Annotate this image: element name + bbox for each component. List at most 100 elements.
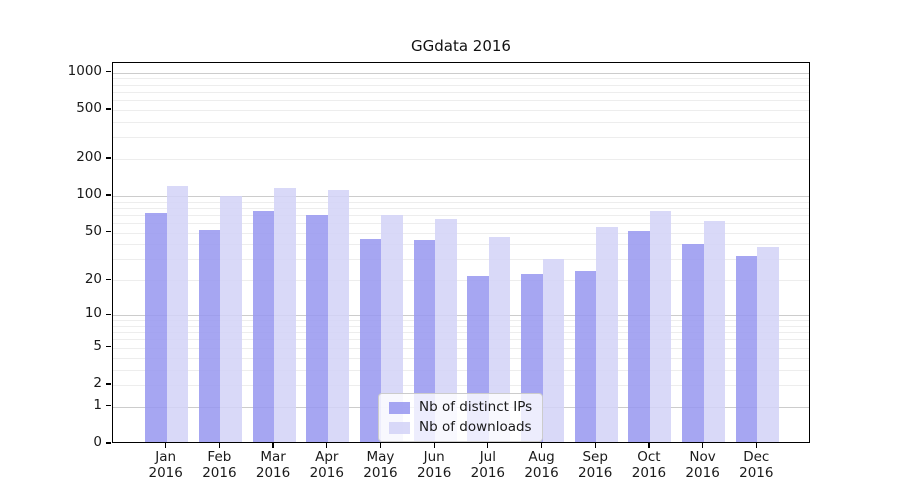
y-tick-label: 50	[84, 223, 102, 240]
bar-nb-of-downloads-jun	[435, 219, 457, 442]
x-tick-label: Dec 2016	[739, 449, 774, 481]
x-tick-label: Apr 2016	[309, 449, 344, 481]
x-tick-mark	[272, 443, 274, 448]
legend-swatch	[389, 401, 410, 414]
y-tick-label: 1	[93, 397, 102, 414]
x-tick-mark	[165, 443, 167, 448]
y-tick-mark	[106, 278, 111, 280]
bar-nb-of-downloads-feb	[220, 196, 242, 442]
gridline-minor	[113, 347, 809, 349]
y-tick-label: 100	[76, 186, 102, 203]
gridline-minor	[113, 357, 809, 359]
gridline-minor	[113, 121, 809, 123]
x-tick-label: May 2016	[363, 449, 398, 481]
gridline-minor	[113, 384, 809, 386]
bar-nb-of-distinct-ips-feb	[198, 229, 221, 442]
y-tick-mark	[106, 157, 111, 159]
plot-area: Nb of distinct IPs Nb of downloads	[112, 62, 810, 443]
bar-nb-of-downloads-may	[381, 215, 403, 442]
gridline-major	[113, 72, 809, 74]
x-tick-mark	[702, 443, 704, 448]
x-tick-mark	[487, 443, 489, 448]
bar-nb-of-distinct-ips-oct	[628, 230, 650, 442]
x-tick-mark	[594, 443, 596, 448]
gridline-minor	[113, 201, 809, 203]
gridline-minor	[113, 159, 809, 161]
gridline-minor	[113, 259, 809, 261]
x-tick-mark	[218, 443, 220, 448]
x-tick-label: Mar 2016	[255, 449, 291, 481]
gridline-minor	[113, 339, 809, 341]
x-tick-label: Feb 2016	[202, 449, 237, 481]
gridline-minor	[113, 244, 809, 246]
x-tick-label: Oct 2016	[631, 449, 667, 481]
y-tick-label: 5	[93, 338, 102, 355]
legend-label: Nb of distinct IPs	[419, 399, 533, 415]
y-tick-label: 500	[76, 100, 102, 117]
bar-nb-of-downloads-apr	[327, 190, 350, 442]
x-tick-mark	[648, 443, 650, 448]
x-tick-label: Jul 2016	[470, 449, 506, 481]
gridline-major	[113, 196, 809, 198]
y-tick-mark	[106, 442, 111, 444]
y-tick-mark	[106, 405, 111, 407]
gridline-minor	[113, 100, 809, 102]
gridline-minor	[113, 137, 809, 139]
bar-nb-of-downloads-jul	[488, 237, 511, 442]
gridline-minor	[113, 325, 809, 327]
gridline-major	[113, 315, 809, 317]
x-tick-mark	[755, 443, 757, 448]
bar-nb-of-downloads-nov	[703, 221, 726, 442]
gridline-minor	[113, 91, 809, 93]
bar-nb-of-downloads-dec	[757, 246, 779, 442]
x-tick-label: Aug 2016	[524, 449, 559, 481]
gridline-minor	[113, 232, 809, 234]
y-tick-label: 200	[76, 149, 102, 166]
bar-nb-of-downloads-oct	[649, 210, 672, 442]
bar-nb-of-distinct-ips-apr	[306, 215, 328, 442]
gridline-minor	[113, 207, 809, 209]
gridline-minor	[113, 214, 809, 216]
x-tick-mark	[433, 443, 435, 448]
gridline-minor	[113, 223, 809, 225]
y-tick-mark	[106, 231, 111, 233]
y-tick-label: 0	[93, 434, 102, 451]
gridline-minor	[113, 369, 809, 371]
x-tick-label: Jun 2016	[416, 449, 452, 481]
gridline-minor	[113, 109, 809, 111]
bar-nb-of-distinct-ips-dec	[735, 255, 758, 442]
bar-nb-of-distinct-ips-sep	[574, 271, 597, 442]
x-tick-label: Sep 2016	[578, 449, 613, 481]
bar-nb-of-distinct-ips-mar	[252, 210, 275, 442]
x-tick-mark	[379, 443, 382, 448]
bar-nb-of-downloads-jan	[166, 185, 189, 442]
gridline-minor	[113, 280, 809, 282]
gridline-minor	[113, 332, 809, 334]
bar-nb-of-distinct-ips-jan	[145, 212, 167, 442]
x-tick-mark	[540, 443, 543, 448]
y-tick-mark	[106, 108, 111, 110]
y-tick-label: 1000	[67, 63, 102, 80]
y-tick-mark	[106, 346, 111, 348]
legend: Nb of distinct IPs Nb of downloads	[378, 393, 544, 442]
bar-nb-of-distinct-ips-nov	[682, 243, 704, 442]
gridline-minor	[113, 84, 809, 86]
y-tick-label: 20	[84, 270, 102, 287]
y-tick-mark	[106, 71, 111, 73]
legend-swatch	[389, 421, 410, 434]
legend-row: Nb of downloads	[389, 420, 532, 435]
gridline-minor	[113, 78, 809, 80]
y-tick-mark	[106, 194, 111, 196]
y-tick-label: 10	[84, 305, 102, 322]
bar-nb-of-downloads-mar	[274, 187, 296, 442]
bar-nb-of-downloads-aug	[542, 259, 564, 442]
x-tick-label: Nov 2016	[685, 449, 720, 481]
y-tick-mark	[106, 313, 111, 315]
bar-nb-of-distinct-ips-may	[359, 238, 382, 442]
bar-nb-of-downloads-sep	[596, 226, 618, 442]
x-tick-mark	[326, 443, 328, 448]
legend-label: Nb of downloads	[419, 419, 532, 435]
y-tick-mark	[106, 383, 111, 385]
y-tick-label: 2	[93, 375, 102, 392]
